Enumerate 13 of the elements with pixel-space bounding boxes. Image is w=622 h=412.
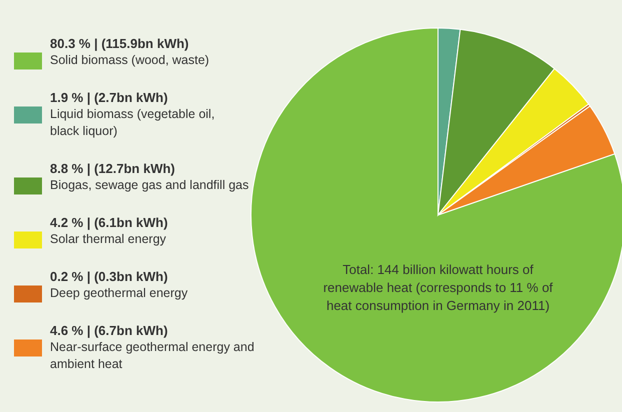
data-label: 1.9 % | (2.7bn kWh) xyxy=(50,90,168,105)
data-label: 0.2 % | (0.3bn kWh) xyxy=(50,269,168,284)
text: Total: 144 billion kilowatt hours of renewable heat (corresponds to 11 % of heat consumption in Germany in 2011) xyxy=(323,262,554,313)
legend-label: Solar thermal energy xyxy=(50,232,167,246)
data-label: 80.3 % | (115.9bn kWh) xyxy=(50,36,189,51)
legend-label: Solid biomass (wood, waste) xyxy=(50,53,210,67)
legend-label: Deep geothermal energy xyxy=(50,286,188,300)
legend-label: Biogas, sewage gas and landfill gas xyxy=(50,178,249,192)
data-label: 8.8 % | (12.7bn kWh) xyxy=(50,161,175,176)
legend-label: Near-surface geothermal energy and ambient heat xyxy=(50,340,254,371)
data-label: 4.6 % | (6.7bn kWh) xyxy=(50,323,168,338)
legend-label: Liquid biomass (vegetable oil, black liquor) xyxy=(50,107,215,138)
data-label: 4.2 % | (6.1bn kWh) xyxy=(50,215,168,230)
